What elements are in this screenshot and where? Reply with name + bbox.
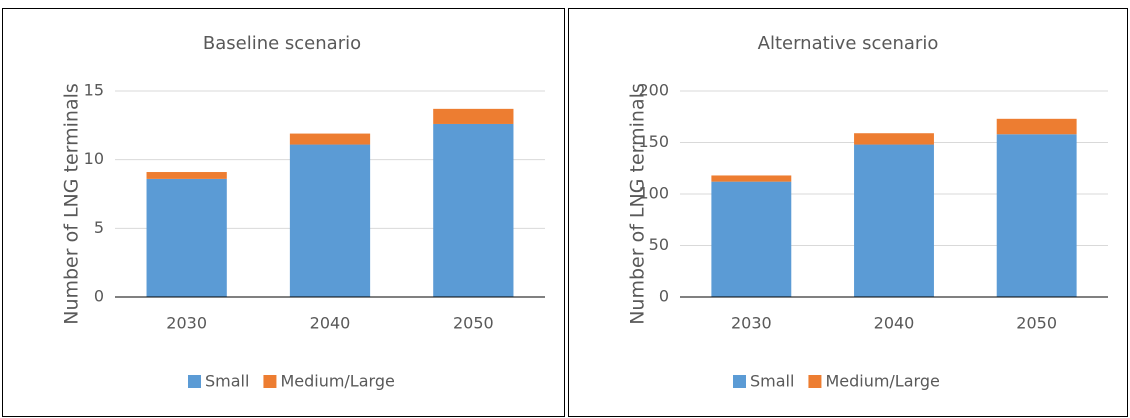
y-tick-label: 5 xyxy=(94,218,104,237)
x-tick-label: 2030 xyxy=(166,314,207,333)
x-tick-label: 2050 xyxy=(453,314,494,333)
bar-segment xyxy=(289,133,371,145)
bar-segment xyxy=(146,178,227,297)
bar-segment xyxy=(711,175,792,182)
y-tick-label: 10 xyxy=(84,149,104,168)
legend-swatch xyxy=(808,375,822,388)
chart-title: Alternative scenario xyxy=(758,33,939,54)
y-axis-title: Number of LNG terminals xyxy=(627,83,649,325)
bar-segment xyxy=(854,144,934,297)
y-tick-label: 0 xyxy=(659,287,669,306)
legend-label: Small xyxy=(750,372,794,391)
y-axis-title: Number of LNG terminals xyxy=(61,83,83,325)
legend-label: Medium/Large xyxy=(280,372,394,391)
legend-label: Medium/Large xyxy=(825,372,939,391)
x-tick-label: 2040 xyxy=(310,314,351,333)
y-tick-label: 50 xyxy=(649,235,669,254)
bar-segment xyxy=(854,133,934,145)
y-tick-label: 200 xyxy=(638,81,669,100)
x-tick-label: 2040 xyxy=(874,314,915,333)
x-tick-label: 2050 xyxy=(1016,314,1057,333)
x-tick-label: 2030 xyxy=(731,314,772,333)
bar-segment xyxy=(996,118,1077,135)
y-tick-label: 150 xyxy=(638,132,669,151)
legend-swatch xyxy=(263,375,277,388)
bar-segment xyxy=(433,108,514,124)
bar-segment xyxy=(996,134,1077,297)
bar-segment xyxy=(711,181,792,297)
y-tick-label: 15 xyxy=(84,81,104,100)
bar-segment xyxy=(433,123,514,298)
bar-segment xyxy=(289,144,371,297)
legend-swatch xyxy=(733,375,746,388)
y-tick-label: 100 xyxy=(638,184,669,203)
chart-title: Baseline scenario xyxy=(203,33,361,54)
legend-label: Small xyxy=(205,372,249,391)
left-panel-border xyxy=(2,8,565,417)
legend-swatch xyxy=(188,375,201,388)
y-tick-label: 0 xyxy=(94,287,104,306)
bar-segment xyxy=(146,172,227,179)
right-panel-border xyxy=(568,8,1128,417)
